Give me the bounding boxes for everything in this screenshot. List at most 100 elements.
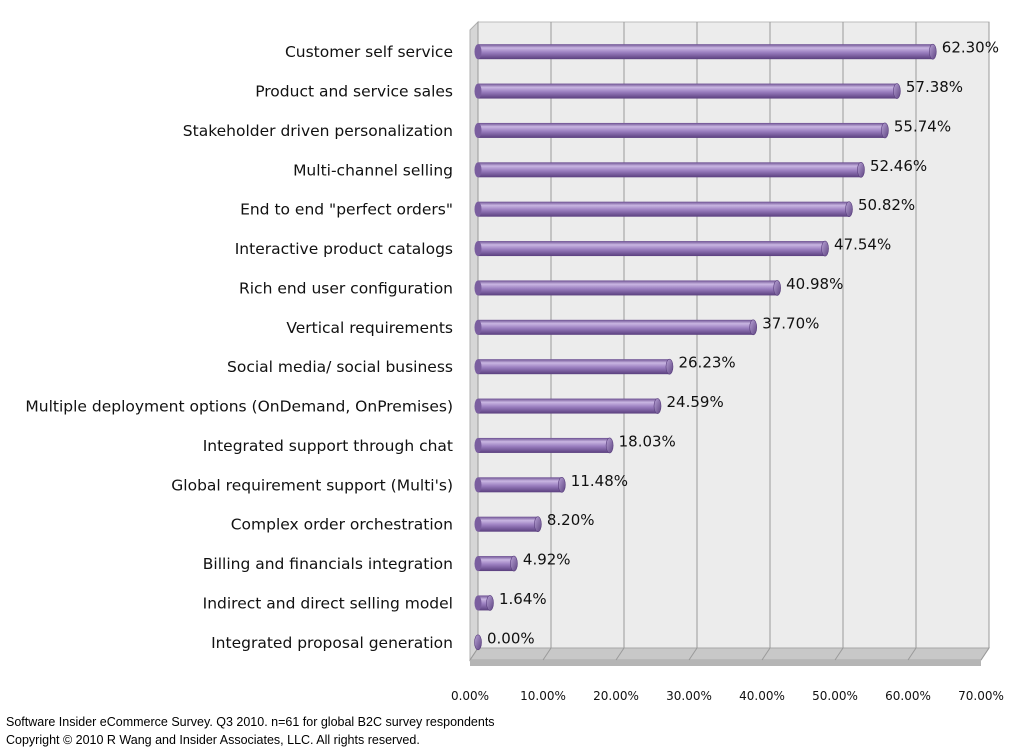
bar (474, 319, 758, 336)
x-tick-label: 70.00% (958, 689, 1004, 703)
data-label: 52.46% (870, 157, 927, 175)
bar-body (478, 359, 670, 375)
bar (474, 398, 662, 414)
bar-end-cap (534, 516, 542, 532)
bar (474, 240, 829, 257)
category-label: Stakeholder driven personalization (183, 122, 453, 140)
bar-base-cap (474, 319, 482, 335)
category-label: Product and service sales (255, 83, 453, 101)
bar-base-cap (474, 477, 482, 493)
bar-end-cap (773, 280, 781, 296)
footer-copyright: Copyright © 2010 R Wang and Insider Asso… (6, 733, 420, 747)
bar-base-cap (474, 437, 482, 453)
category-label: Complex order orchestration (231, 516, 453, 534)
bar-end-cap (845, 201, 853, 217)
bar (474, 516, 542, 532)
bar-base-cap (474, 122, 482, 138)
bar-end-cap (749, 319, 758, 336)
x-tick-label: 10.00% (520, 689, 566, 703)
gridline-floor (834, 647, 844, 661)
bar (474, 162, 865, 178)
gridline-floor (615, 647, 625, 661)
bar (474, 358, 674, 375)
bar-end-cap (474, 634, 482, 651)
gridline-floor (907, 647, 917, 661)
bar-end-cap (486, 595, 494, 611)
category-label: Integrated proposal generation (211, 634, 453, 652)
bar-end-cap (510, 555, 518, 572)
data-label: 11.48% (571, 472, 628, 490)
category-label: Global requirement support (Multi's) (171, 476, 453, 494)
bar (474, 280, 781, 296)
x-tick-label: 30.00% (666, 689, 712, 703)
data-label: 40.98% (786, 275, 843, 293)
bar-base-cap (474, 359, 482, 375)
category-label: Interactive product catalogs (235, 240, 453, 258)
data-label: 57.38% (906, 78, 963, 96)
x-tick-label: 60.00% (885, 689, 931, 703)
bar-body (478, 595, 490, 611)
data-label: 37.70% (762, 314, 819, 332)
gridline-floor (980, 647, 990, 661)
data-label: 8.20% (547, 511, 595, 529)
bar-body (478, 477, 562, 493)
category-label: End to end "perfect orders" (240, 201, 453, 219)
bar (474, 634, 482, 651)
bars-group (474, 43, 937, 651)
bar-end-cap (605, 437, 614, 454)
bar (474, 477, 566, 493)
x-tick-label: 40.00% (739, 689, 785, 703)
gridline-floor (469, 647, 479, 661)
bar-body (478, 398, 658, 414)
bar (474, 43, 937, 60)
bar-body (478, 241, 826, 257)
data-label: 4.92% (523, 551, 571, 569)
bar-body (478, 162, 861, 178)
bar (474, 83, 901, 99)
bar-body (478, 280, 778, 296)
bar-body (478, 122, 885, 138)
value-labels: 62.30% 57.38% 55.74% 52.46% 50.82% 47.54% 40.9… (487, 39, 999, 648)
data-label: 55.74% (894, 117, 951, 135)
bar (474, 555, 518, 572)
bar-chart: Customer self service Product and service… (25, 20, 1004, 703)
bar (474, 122, 889, 139)
category-label: Indirect and direct selling model (203, 594, 453, 612)
category-label: Multi-channel selling (293, 161, 453, 179)
bar (474, 201, 853, 217)
footer-source-note: Software Insider eCommerce Survey. Q3 20… (6, 715, 495, 729)
bar-end-cap (928, 43, 937, 60)
bar-base-cap (474, 280, 482, 296)
bar-base-cap (474, 241, 482, 257)
x-tick-label: 0.00% (451, 689, 489, 703)
x-tick-label: 50.00% (812, 689, 858, 703)
bar-base-cap (474, 595, 482, 611)
bar-body (478, 201, 849, 217)
category-labels: Customer self service Product and service… (25, 43, 453, 652)
gridline-floor (688, 647, 698, 661)
category-label: Customer self service (285, 43, 453, 61)
category-label: Social media/ social business (227, 358, 453, 376)
bar-base-cap (474, 201, 482, 217)
bar-end-cap (558, 477, 566, 493)
plot-area (469, 20, 990, 666)
data-label: 50.82% (858, 196, 915, 214)
gridline-floor (761, 647, 771, 661)
bar-end-cap (653, 398, 662, 414)
bar-end-cap (893, 83, 901, 99)
data-label: 26.23% (678, 354, 735, 372)
category-label: Integrated support through chat (203, 437, 453, 455)
bar-end-cap (665, 358, 674, 375)
bar-base-cap (474, 556, 482, 572)
x-axis-ticks: 0.00% 10.00% 20.00% 30.00% 40.00% 50.00% 60.00… (451, 689, 1004, 703)
bar-base-cap (474, 83, 482, 99)
category-label: Vertical requirements (286, 319, 453, 337)
bar-end-cap (821, 240, 829, 257)
bar-base-cap (474, 162, 482, 178)
bar-body (478, 44, 933, 60)
bar-body (478, 437, 610, 453)
data-label: 18.03% (619, 432, 676, 450)
bar-body (478, 516, 538, 532)
data-label: 24.59% (667, 393, 724, 411)
bar (474, 437, 614, 454)
